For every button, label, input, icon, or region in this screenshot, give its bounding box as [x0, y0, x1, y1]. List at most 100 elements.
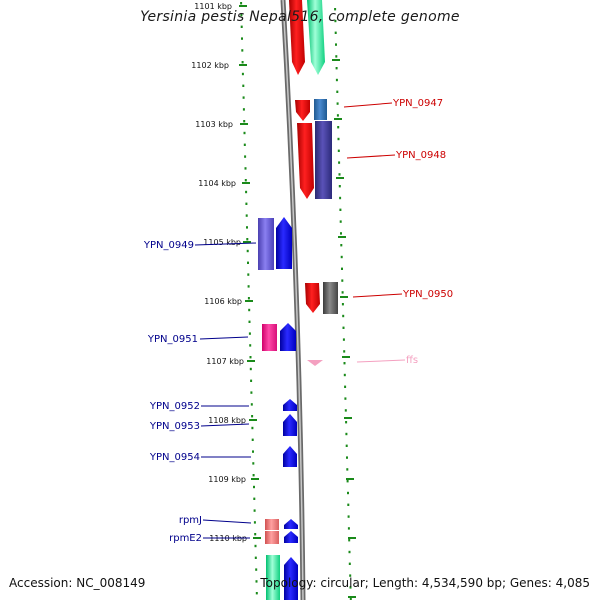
ruler-dot	[339, 220, 342, 223]
ruler-dot	[345, 432, 348, 436]
ruler-dot	[335, 67, 338, 70]
topology-summary: Topology: circular; Length: 4,534,590 bp…	[260, 576, 590, 590]
label-ypn0950[interactable]: YPN_0950	[402, 289, 453, 300]
leader-ypn0947	[343, 102, 393, 108]
gene-ypn0949[interactable]	[258, 218, 274, 270]
gene-top-red[interactable]	[289, 0, 305, 75]
gene-ffs[interactable]	[307, 360, 323, 366]
ruler-dot	[253, 485, 255, 489]
label-ypn0948[interactable]: YPN_0948	[395, 150, 446, 161]
ruler-dot	[242, 108, 245, 111]
label-ypn0954[interactable]: YPN_0954	[149, 452, 200, 463]
accession-text: Accession: NC_008149	[9, 576, 146, 590]
ruler-dot	[338, 161, 341, 164]
gene-ypn0947-red[interactable]	[295, 100, 310, 121]
label-ypn0947[interactable]: YPN_0947	[392, 98, 443, 109]
ruler-dot	[247, 297, 250, 300]
tick-label-1106: 1106 kbp	[204, 297, 242, 306]
ruler-dot	[253, 509, 256, 512]
tick-label-1101: 1101 kbp	[194, 2, 232, 11]
gene-ypn0947[interactable]	[314, 99, 327, 120]
ruler-dot	[338, 173, 341, 176]
ruler-dot	[242, 84, 245, 87]
ruler-dot	[249, 356, 252, 359]
ruler-dot	[241, 49, 244, 52]
ruler-dot	[337, 126, 340, 129]
ruler-dot	[339, 208, 342, 211]
ruler-dot	[255, 580, 258, 583]
ruler-dot	[248, 320, 251, 323]
ruler-dot	[255, 592, 258, 595]
gene-ypn0952[interactable]	[283, 399, 297, 411]
ruler-dot	[252, 462, 255, 465]
ruler-dot	[254, 533, 257, 536]
gene-ypn0951-pink[interactable]	[262, 324, 277, 351]
ruler-dot	[345, 421, 348, 424]
ruler-dot	[241, 72, 244, 76]
tick-label-1103: 1103 kbp	[195, 120, 233, 129]
label-ypn0949[interactable]: YPN_0949	[143, 240, 194, 251]
leader-ypn0949	[194, 242, 257, 246]
gene-ypn0951[interactable]	[280, 323, 296, 351]
gene-top-mint[interactable]	[307, 0, 325, 75]
gene-rpme2-salmon[interactable]	[265, 531, 279, 544]
ruler-dot	[345, 444, 348, 447]
gene-rpmj-salmon[interactable]	[265, 519, 279, 530]
gene-ypn0950-red[interactable]	[305, 283, 320, 313]
ruler-dot	[346, 480, 349, 483]
gene-bottom-mint[interactable]	[266, 555, 280, 600]
ruler-dot	[243, 143, 246, 146]
ruler-dot	[349, 598, 352, 600]
ruler-dot	[347, 527, 350, 530]
ruler-dot	[341, 303, 344, 306]
ruler-dot	[250, 391, 253, 394]
ruler-dot	[250, 379, 253, 382]
ruler-dot	[248, 332, 251, 335]
ruler-dot	[241, 61, 244, 64]
leader-ypn0951	[199, 336, 249, 340]
ruler-dot	[243, 131, 246, 135]
label-ffs[interactable]: ffs	[406, 355, 418, 366]
ruler-dot	[245, 190, 248, 194]
gene-rpme2[interactable]	[284, 531, 298, 543]
ruler-dot	[343, 373, 346, 377]
ruler-dot	[249, 344, 252, 347]
ruler-dot	[346, 456, 348, 459]
label-rpmj[interactable]: rpmJ	[179, 515, 202, 526]
genome-title: Yersinia pestis Nepal516, complete genom…	[140, 9, 460, 25]
gene-ypn0949-blue[interactable]	[276, 217, 292, 269]
ruler-dot	[341, 291, 344, 294]
ruler-dot	[240, 25, 243, 28]
tick-label-1105: 1105 kbp	[203, 238, 241, 247]
gene-ypn0954[interactable]	[283, 446, 297, 467]
ruler-dot	[245, 202, 248, 205]
ruler-dot	[339, 196, 342, 200]
gene-rpmj[interactable]	[284, 519, 298, 529]
ruler-dot	[347, 515, 350, 518]
ruler-dot	[246, 249, 249, 253]
ruler-dot	[247, 273, 250, 276]
ruler-dot	[245, 214, 248, 217]
gene-ypn0948[interactable]	[315, 121, 332, 199]
ruler-dot	[246, 238, 249, 241]
ruler-dot	[251, 438, 254, 441]
ruler-dot	[337, 149, 340, 152]
ruler-dot	[344, 397, 347, 400]
label-ypn0952[interactable]: YPN_0952	[149, 401, 200, 412]
label-ypn0953[interactable]: YPN_0953	[149, 421, 200, 432]
gene-bottom-blue[interactable]	[284, 557, 298, 600]
ruler-dot	[244, 179, 247, 182]
ruler-dot	[249, 367, 252, 371]
leader-rpmj	[202, 519, 252, 524]
gene-ypn0953[interactable]	[283, 414, 297, 436]
ruler-dot	[334, 8, 337, 11]
label-rpme2[interactable]: rpmE2	[169, 533, 202, 544]
ruler-dot	[346, 468, 349, 471]
gene-ypn0950[interactable]	[323, 282, 338, 314]
gene-ypn0948-red[interactable]	[297, 123, 314, 199]
ruler-dot	[247, 285, 250, 288]
ruler-dot	[253, 521, 256, 524]
ruler-ticks	[239, 5, 356, 598]
label-ypn0951[interactable]: YPN_0951	[147, 334, 198, 345]
